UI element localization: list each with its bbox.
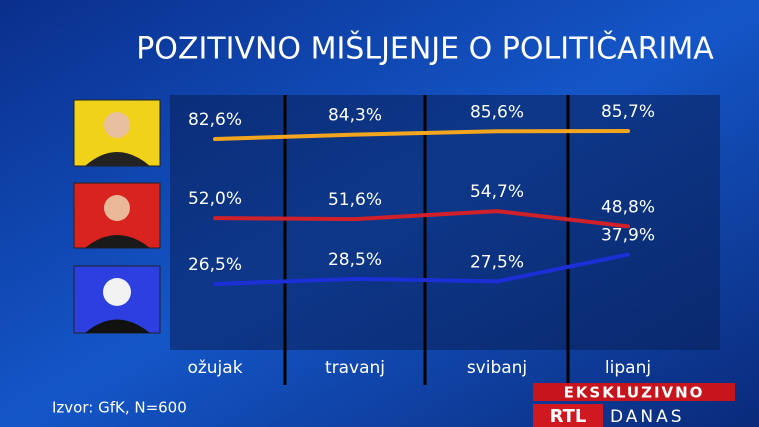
show: DANAS [610,407,685,427]
banner-box [533,383,735,401]
banner: EKSKLUZIVNO [564,384,705,402]
value-label: 27,5% [470,252,524,272]
value-label: 28,5% [328,250,382,270]
x-tick-label: svibanj [467,358,527,378]
value-label: 52,0% [188,189,242,209]
x-tick-label: ožujak [187,358,242,378]
value-label: 85,7% [601,102,655,122]
value-label: 51,6% [328,190,382,210]
x-tick-label: lipanj [605,358,651,378]
series-line [213,129,630,142]
value-label: 26,5% [188,255,242,275]
value-label: 85,6% [470,102,524,122]
series-line [213,209,630,229]
value-label: 48,8% [601,197,655,217]
value-label: 84,3% [328,106,382,126]
x-tick-label: travanj [325,358,385,378]
series-line [213,252,630,286]
brand-box [533,404,603,427]
dividers [283,95,570,385]
value-label: 82,6% [188,110,242,130]
chart-title: POZITIVNO MIŠLJENJE O POLITIČARIMA [136,30,714,67]
source: Izvor: GfK, N=600 [52,399,187,417]
brand: RTL [550,406,587,427]
portraits [73,99,161,334]
value-label: 54,7% [470,182,524,202]
value-label: 37,9% [601,226,655,246]
